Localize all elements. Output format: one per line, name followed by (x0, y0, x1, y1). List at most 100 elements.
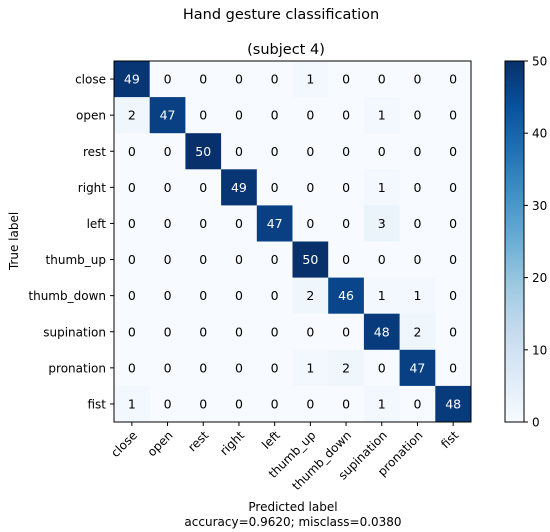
heatmap-cell (399, 349, 436, 387)
x-tick-label: fist (438, 428, 461, 451)
cell-value-label: 0 (378, 360, 386, 375)
cell-value-label: 48 (374, 324, 390, 339)
chart-subtitle: (subject 4) (247, 42, 325, 58)
y-tick-labels: close open rest right left thumb_up thumb_down… (28, 73, 114, 411)
cell-value-label: 0 (235, 144, 243, 159)
heatmap-cell (328, 169, 365, 206)
heatmap-cell (399, 385, 436, 423)
y-tick-label: thumb_down (28, 289, 106, 303)
heatmap-cell (292, 241, 329, 279)
cell-value-labels: 49 0 0 0 0 1 0 0 0 0 2 47 0 0 0 0 0 1 0 0 0 0 50 0 0 0 0 0 0 0 0 0 0 49 0 0… (124, 72, 461, 412)
heatmap-cell (149, 61, 186, 98)
heatmap-cell (256, 349, 293, 387)
cell-value-label: 0 (199, 396, 207, 411)
cell-value-label: 0 (128, 216, 136, 231)
heatmap-cell (185, 241, 222, 279)
heatmap-cell (114, 205, 151, 242)
y-tick-label: right (78, 181, 106, 195)
cell-value-label: 0 (271, 180, 279, 195)
heatmap-cell (292, 133, 329, 170)
heatmap-cell (363, 205, 401, 242)
cell-value-label: 1 (378, 288, 386, 303)
cell-value-label: 0 (342, 252, 350, 267)
heatmap-cell (328, 313, 365, 351)
cell-value-label: 0 (271, 288, 279, 303)
cell-value-label: 47 (267, 216, 283, 231)
heatmap-cell (149, 241, 186, 279)
heatmap-cell (328, 277, 365, 315)
cell-value-label: 0 (306, 396, 314, 411)
cell-value-label: 0 (271, 360, 279, 375)
cell-value-label: 3 (378, 216, 386, 231)
cell-value-label: 0 (342, 216, 350, 231)
colorbar-tick-label: 0 (532, 416, 540, 430)
y-axis-label: True label (7, 212, 21, 271)
heatmap-cell (185, 313, 222, 351)
heatmap-cell (292, 349, 329, 387)
heatmap-cell (363, 133, 401, 170)
heatmap-cell (363, 61, 401, 98)
cell-value-label: 0 (413, 180, 421, 195)
heatmap-cell (399, 277, 436, 315)
heatmap-cell (328, 205, 365, 242)
heatmap-cell (292, 205, 329, 242)
y-tick-label: pronation (48, 361, 106, 375)
heatmap-cell (221, 133, 258, 170)
cell-value-label: 0 (164, 144, 172, 159)
colorbar-ticks: 0 10 20 30 40 50 (524, 55, 547, 430)
heatmap-cell (399, 313, 436, 351)
cell-value-label: 50 (302, 252, 318, 267)
cell-value-label: 0 (449, 324, 457, 339)
heatmap-cell (221, 313, 258, 351)
cell-value-label: 0 (128, 252, 136, 267)
heatmap-cell (185, 277, 222, 315)
heatmap-cell (328, 241, 365, 279)
cell-value-label: 0 (271, 72, 279, 87)
cell-value-label: 0 (306, 216, 314, 231)
cell-value-label: 0 (342, 396, 350, 411)
cell-value-label: 2 (128, 108, 136, 123)
heatmap-cell (149, 133, 186, 170)
heatmap-cell (363, 241, 401, 279)
heatmap-cell (185, 133, 222, 170)
heatmap-cell (221, 169, 258, 206)
heatmap-cell (221, 385, 258, 423)
y-tick-label: fist (87, 397, 106, 411)
cell-value-label: 0 (271, 252, 279, 267)
cell-value-label: 0 (235, 324, 243, 339)
heatmap-cell (221, 241, 258, 279)
cell-value-label: 0 (306, 324, 314, 339)
heatmap-cell (435, 349, 472, 387)
cell-value-label: 0 (235, 288, 243, 303)
heatmap-cell (114, 61, 151, 98)
cell-value-label: 47 (409, 360, 425, 375)
heatmap-cell (114, 313, 151, 351)
heatmap-cell (328, 97, 365, 134)
heatmap-cell (435, 277, 472, 315)
cell-value-label: 0 (164, 72, 172, 87)
cell-value-label: 0 (199, 108, 207, 123)
cell-value-label: 0 (199, 324, 207, 339)
colorbar-tick-label: 10 (532, 343, 547, 357)
y-tick-label: open (76, 109, 106, 123)
cell-value-label: 0 (164, 396, 172, 411)
cell-value-label: 0 (378, 72, 386, 87)
chart-title: Hand gesture classification (183, 7, 379, 23)
heatmap-cell (256, 133, 293, 170)
heatmap-cell (149, 97, 186, 134)
heatmap-cell (363, 385, 401, 423)
colorbar-tick-label: 40 (532, 127, 547, 141)
heatmap-cell (328, 385, 365, 423)
heatmap-cell (256, 97, 293, 134)
cell-value-label: 0 (306, 180, 314, 195)
heatmap-cell (185, 205, 222, 242)
heatmap-cell (149, 205, 186, 242)
colorbar (504, 60, 525, 423)
cell-value-label: 0 (271, 324, 279, 339)
cell-value-label: 0 (235, 396, 243, 411)
heatmap-cell (149, 385, 186, 423)
cell-value-label: 0 (271, 144, 279, 159)
heatmap-cell (185, 97, 222, 134)
cell-value-label: 0 (164, 180, 172, 195)
